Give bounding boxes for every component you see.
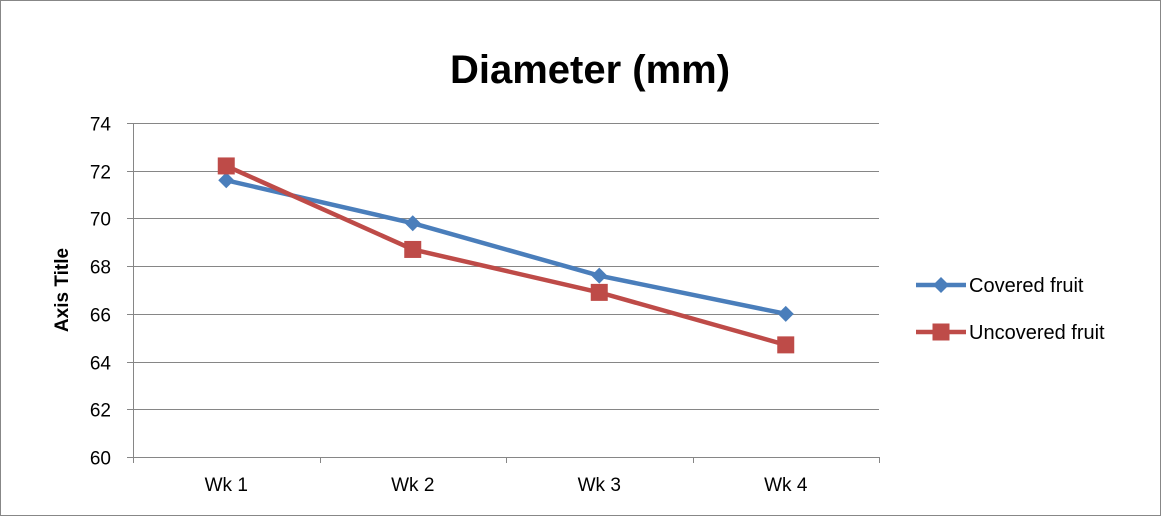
x-tick-labels: Wk 1 Wk 2 Wk 3 Wk 4 xyxy=(205,475,808,496)
y-tick-labels: 60 62 64 66 68 70 72 74 xyxy=(90,115,112,470)
x-tick-label: Wk 3 xyxy=(578,475,621,496)
legend-label: Uncovered fruit xyxy=(969,322,1105,344)
axes xyxy=(127,123,880,463)
series-line xyxy=(224,163,788,348)
legend-marker xyxy=(932,323,950,341)
y-tick-label: 66 xyxy=(90,306,111,327)
series-1 xyxy=(218,172,794,322)
y-tick-label: 74 xyxy=(90,115,112,136)
data-point xyxy=(217,157,235,175)
x-tick-label: Wk 2 xyxy=(391,475,434,496)
data-point xyxy=(404,240,422,258)
data-point xyxy=(777,336,795,354)
data-point xyxy=(590,283,608,301)
data-point xyxy=(404,215,421,232)
y-tick-label: 70 xyxy=(90,210,111,231)
y-axis-title: Axis Title xyxy=(52,248,73,332)
y-tick-label: 60 xyxy=(90,449,111,470)
legend-item: Uncovered fruit xyxy=(916,322,1105,344)
data-point xyxy=(777,305,794,322)
y-tick-label: 62 xyxy=(90,401,111,422)
series-layer xyxy=(217,157,795,354)
x-tick-label: Wk 4 xyxy=(764,475,808,496)
series-line xyxy=(224,178,788,317)
legend: Covered fruit Uncovered fruit xyxy=(916,275,1105,344)
data-point xyxy=(591,267,608,284)
y-tick-label: 72 xyxy=(90,163,111,184)
gridlines xyxy=(133,123,879,410)
x-tick-label: Wk 1 xyxy=(205,475,248,496)
data-point xyxy=(218,172,235,189)
chart-title: Diameter (mm) xyxy=(450,48,730,92)
legend-item: Covered fruit xyxy=(916,275,1084,297)
y-tick-label: 68 xyxy=(90,258,111,279)
legend-marker xyxy=(933,277,949,293)
series-2 xyxy=(217,157,795,354)
legend-label: Covered fruit xyxy=(969,275,1084,297)
y-tick-label: 64 xyxy=(90,354,112,375)
